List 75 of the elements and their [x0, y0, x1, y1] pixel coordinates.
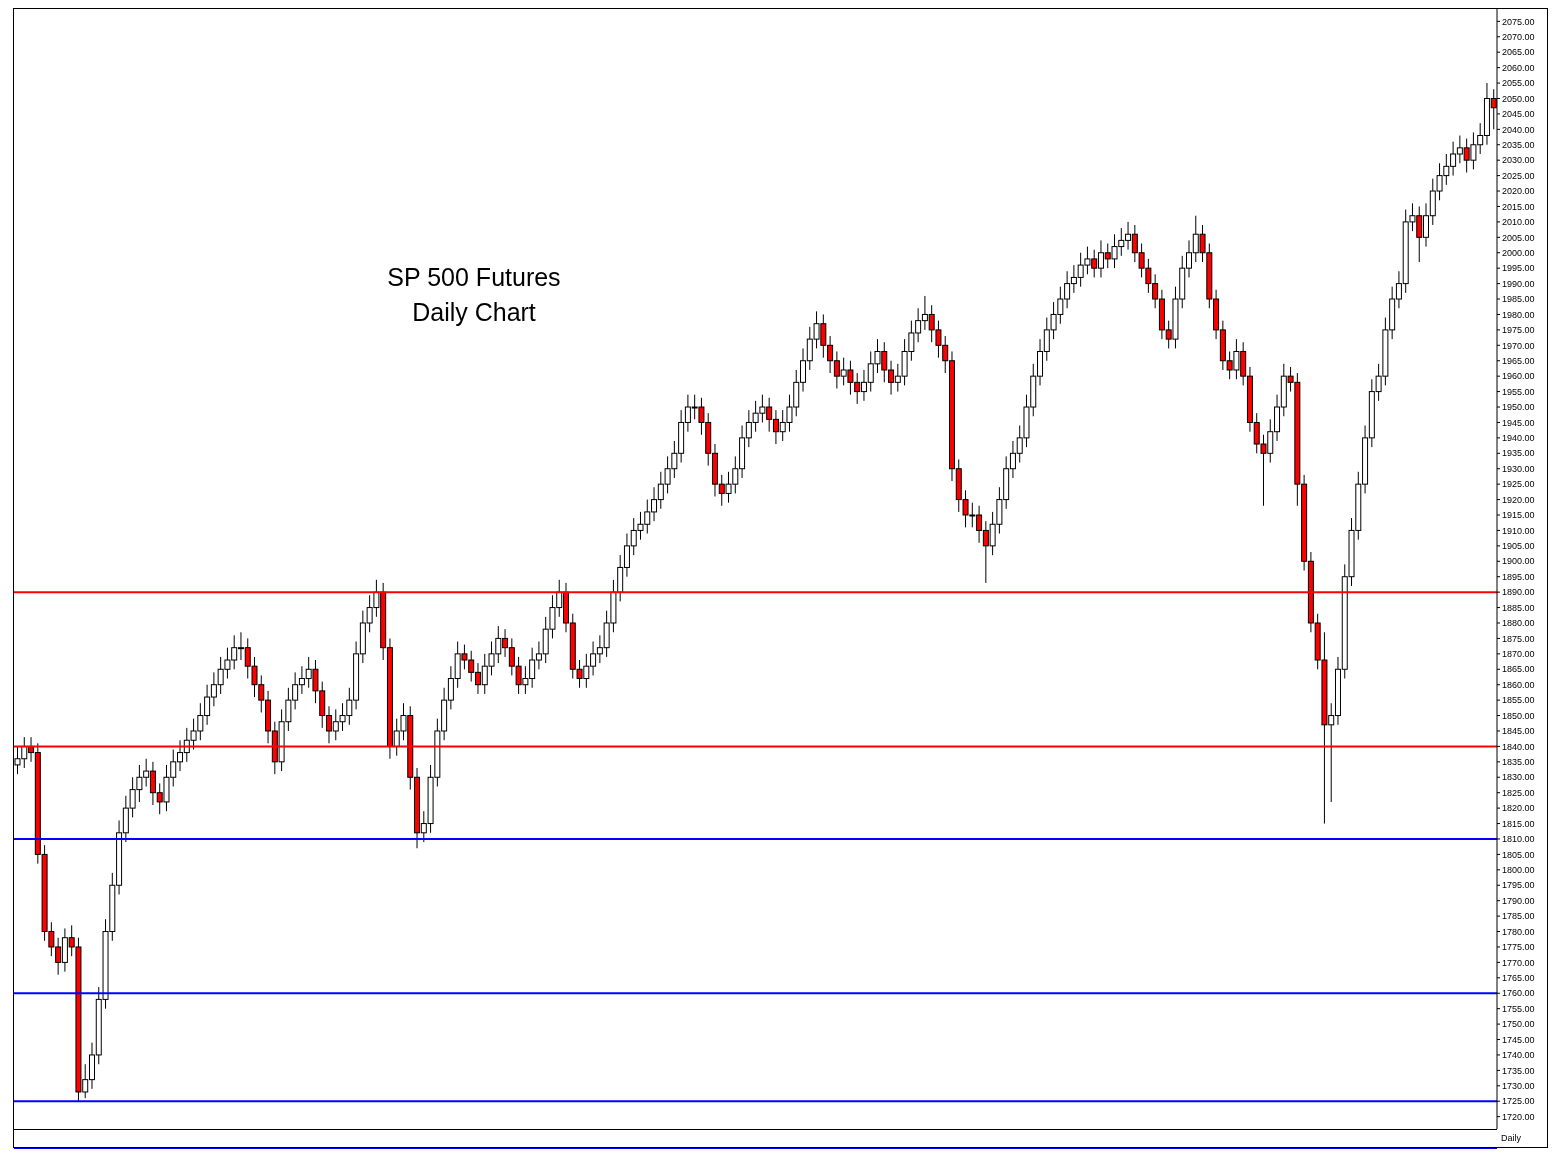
y-tick-label: 1960.00 — [1502, 371, 1535, 382]
y-tick-label: 1950.00 — [1502, 402, 1535, 413]
y-tick-label: 1750.00 — [1502, 1019, 1535, 1030]
y-tick-label: 1845.00 — [1502, 726, 1535, 737]
y-tick-label: 2005.00 — [1502, 232, 1535, 243]
y-tick-label: 2035.00 — [1502, 139, 1535, 150]
y-tick-label: 1745.00 — [1502, 1034, 1535, 1045]
y-tick-label: 1805.00 — [1502, 849, 1535, 860]
y-tick-label: 1785.00 — [1502, 911, 1535, 922]
text: Daily — [1501, 1133, 1522, 1143]
y-tick-label: 1775.00 — [1502, 942, 1535, 953]
y-tick-label: 1965.00 — [1502, 355, 1535, 366]
y-tick-label: 1820.00 — [1502, 803, 1535, 814]
y-tick-label: 1735.00 — [1502, 1065, 1535, 1076]
y-tick-label: 1850.00 — [1502, 710, 1535, 721]
y-tick-label: 1925.00 — [1502, 479, 1535, 490]
y-tick-label: 2075.00 — [1502, 16, 1535, 27]
y-tick-label: 2070.00 — [1502, 31, 1535, 42]
y-tick-label: 1760.00 — [1502, 988, 1535, 999]
y-tick-label: 1990.00 — [1502, 278, 1535, 289]
text: Daily Chart — [411, 298, 537, 327]
y-tick-label: 2045.00 — [1502, 109, 1535, 120]
y-tick-label: 2030.00 — [1502, 155, 1535, 166]
y-tick-label: 1810.00 — [1502, 834, 1535, 845]
y-tick-label: 1905.00 — [1502, 541, 1535, 552]
y-tick-label: 2065.00 — [1502, 47, 1535, 58]
y-tick-label: 1920.00 — [1502, 494, 1535, 505]
y-tick-label: 1945.00 — [1502, 417, 1535, 428]
text: SP 500 Futures — [386, 263, 562, 292]
y-tick-label: 2060.00 — [1502, 62, 1535, 73]
y-tick-label: 1885.00 — [1502, 602, 1535, 613]
y-tick-label: 1830.00 — [1502, 772, 1535, 783]
y-tick-label: 1840.00 — [1502, 741, 1535, 752]
y-tick-label: 2000.00 — [1502, 247, 1535, 258]
y-tick-label: 1725.00 — [1502, 1096, 1535, 1107]
y-tick-label: 1765.00 — [1502, 973, 1535, 984]
y-tick-label: 1720.00 — [1502, 1111, 1535, 1122]
y-tick-label: 2040.00 — [1502, 124, 1535, 135]
y-tick-label: 1995.00 — [1502, 263, 1535, 274]
y-tick-label: 1915.00 — [1502, 510, 1535, 521]
y-tick-label: 1730.00 — [1502, 1081, 1535, 1091]
y-tick-label: 1890.00 — [1502, 587, 1535, 598]
y-tick-label: 1790.00 — [1502, 895, 1535, 906]
y-tick-label: 2050.00 — [1502, 93, 1535, 104]
y-tick-label: 1930.00 — [1502, 463, 1535, 474]
y-tick-label: 1970.00 — [1502, 340, 1535, 351]
y-tick-label: 1880.00 — [1502, 618, 1535, 629]
y-tick-label: 1955.00 — [1502, 386, 1535, 397]
y-tick-label: 1755.00 — [1502, 1003, 1535, 1014]
y-tick-label: 1870.00 — [1502, 649, 1535, 660]
y-tick-label: 1860.00 — [1502, 679, 1535, 690]
y-tick-label: 1800.00 — [1502, 865, 1535, 876]
y-tick-label: 1895.00 — [1502, 571, 1535, 582]
y-tick-label: 2055.00 — [1502, 78, 1535, 89]
y-tick-label: 1900.00 — [1502, 556, 1535, 567]
y-tick-label: 1865.00 — [1502, 664, 1535, 675]
y-tick-label: 1780.00 — [1502, 926, 1535, 937]
y-tick-label: 1975.00 — [1502, 325, 1535, 336]
y-tick-label: 2020.00 — [1502, 186, 1535, 197]
y-tick-label: 1855.00 — [1502, 695, 1535, 706]
y-tick-label: 1940.00 — [1502, 433, 1535, 444]
y-tick-label: 1795.00 — [1502, 880, 1535, 891]
y-tick-label: 1740.00 — [1502, 1050, 1535, 1061]
y-tick-label: 2015.00 — [1502, 201, 1535, 212]
y-tick-label: 1910.00 — [1502, 525, 1535, 536]
y-tick-label: 1770.00 — [1502, 957, 1535, 968]
y-tick-label: 2010.00 — [1502, 217, 1535, 228]
y-tick-label: 1835.00 — [1502, 757, 1535, 768]
y-tick-label: 1875.00 — [1502, 633, 1535, 644]
y-tick-label: 1935.00 — [1502, 448, 1535, 459]
y-tick-label: 1980.00 — [1502, 309, 1535, 320]
y-tick-label: 1985.00 — [1502, 294, 1535, 305]
y-tick-label: 1825.00 — [1502, 787, 1535, 798]
y-tick-label: 2025.00 — [1502, 170, 1535, 181]
y-tick-label: 1815.00 — [1502, 818, 1535, 829]
